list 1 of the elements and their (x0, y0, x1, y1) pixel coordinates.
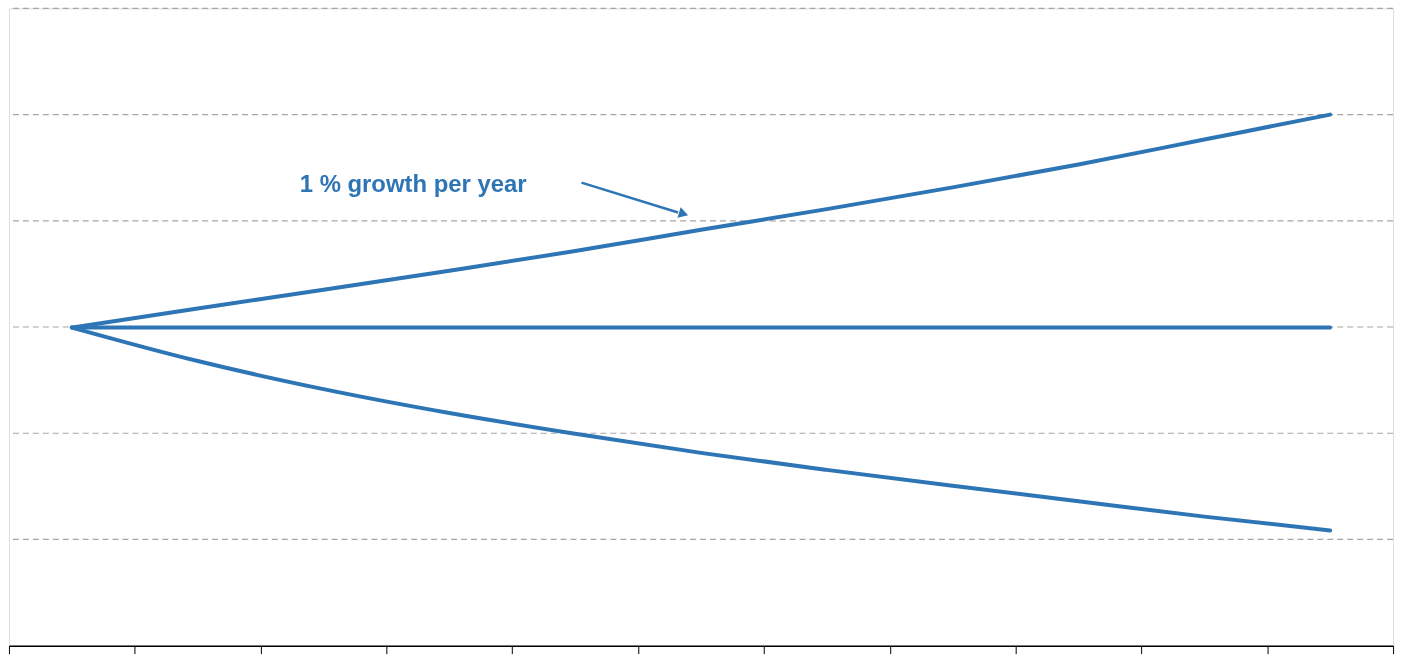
annotation: 1 % growth per year (299, 169, 527, 197)
